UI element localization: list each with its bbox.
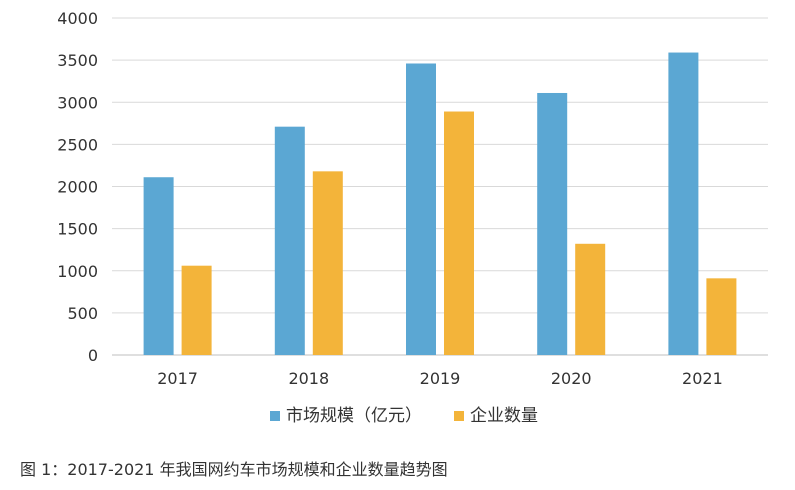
x-axis-ticks: 2017 2018 2019 2020 2021 xyxy=(157,369,723,388)
y-tick-label: 1500 xyxy=(57,220,98,239)
legend-swatch xyxy=(454,411,464,421)
bar-market-size-2018 xyxy=(274,126,305,356)
legend-label: 市场规模（亿元） xyxy=(286,406,422,426)
x-tick-label: 2019 xyxy=(420,369,461,388)
x-tick-label: 2021 xyxy=(682,369,723,388)
y-tick-label: 2500 xyxy=(57,135,98,154)
bar-company-count-2020 xyxy=(575,243,606,355)
x-tick-label: 2020 xyxy=(551,369,592,388)
y-axis-ticks: 0 500 1000 1500 2000 2500 3000 3500 4000 xyxy=(57,9,98,365)
gridlines xyxy=(112,17,768,356)
x-tick-label: 2017 xyxy=(157,369,198,388)
y-tick-label: 2000 xyxy=(57,178,98,197)
x-tick-label: 2018 xyxy=(288,369,329,388)
bar-company-count-2017 xyxy=(181,265,212,355)
legend-swatch xyxy=(270,411,280,421)
bars xyxy=(143,52,737,356)
bar-market-size-2019 xyxy=(406,63,436,356)
y-tick-label: 3000 xyxy=(57,93,98,112)
y-tick-label: 3500 xyxy=(57,51,98,70)
bar-market-size-2021 xyxy=(668,52,699,355)
figure-caption: 图 1：2017-2021 年我国网约车市场规模和企业数量趋势图 xyxy=(20,460,448,479)
y-tick-label: 4000 xyxy=(57,9,98,28)
y-tick-label: 500 xyxy=(67,304,98,323)
bar-company-count-2018 xyxy=(312,171,343,355)
y-tick-label: 1000 xyxy=(57,262,98,281)
legend: 市场规模（亿元） 企业数量 xyxy=(270,406,538,426)
bar-company-count-2019 xyxy=(444,111,474,355)
bar-market-size-2020 xyxy=(537,92,568,356)
y-tick-label: 0 xyxy=(88,346,98,365)
legend-label: 企业数量 xyxy=(470,406,538,426)
bar-company-count-2021 xyxy=(706,278,737,355)
bar-market-size-2017 xyxy=(143,177,174,355)
